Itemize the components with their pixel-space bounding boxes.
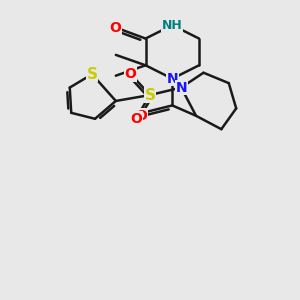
Text: O: O xyxy=(135,109,147,123)
Text: O: O xyxy=(109,21,121,35)
Text: NH: NH xyxy=(162,19,183,32)
Text: S: S xyxy=(86,67,98,82)
Text: N: N xyxy=(176,81,187,94)
Text: O: O xyxy=(125,67,136,81)
Text: O: O xyxy=(131,112,142,126)
Text: N: N xyxy=(167,72,178,86)
Text: S: S xyxy=(145,88,155,103)
